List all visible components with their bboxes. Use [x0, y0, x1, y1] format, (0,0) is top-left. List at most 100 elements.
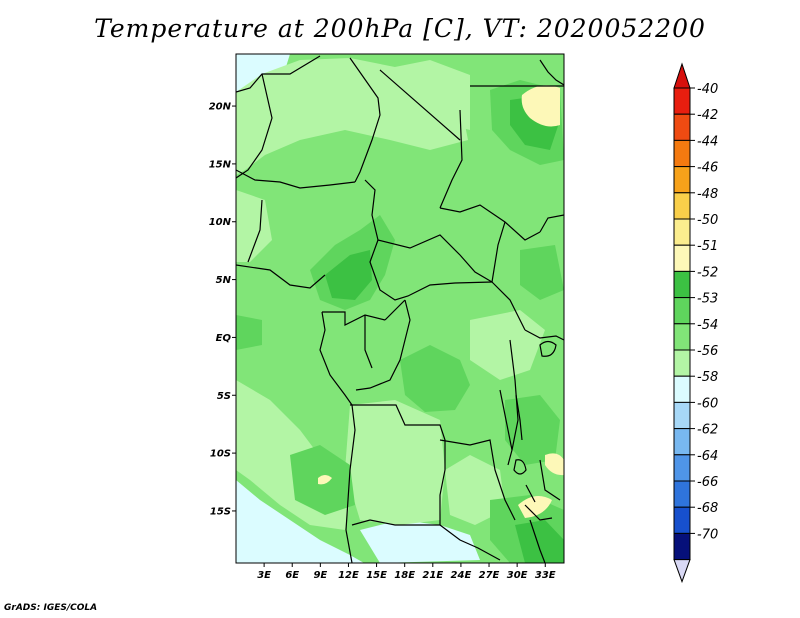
field-darkest-cameroon	[325, 250, 372, 300]
colorbar-label: -56	[697, 344, 718, 359]
colorbar-segment	[673, 506, 691, 534]
border-line	[364, 179, 379, 241]
border-line	[439, 109, 463, 209]
colorbar-segment	[673, 454, 691, 482]
border-line	[247, 199, 263, 263]
colorbar-segment	[673, 218, 691, 246]
border-line	[539, 214, 564, 233]
longitude-axis: 3E 6E 9E 12E 15E 18E 21E 24E 27E 30E 33E	[257, 563, 556, 581]
lat-tick-label: EQ	[216, 333, 232, 344]
colorbar-label: -60	[697, 396, 718, 411]
border-line	[491, 221, 506, 283]
credit-label: GrADS: IGES/COLA	[4, 603, 98, 613]
colorbar-label: -50	[697, 213, 718, 228]
colorbar-label: -44	[697, 134, 718, 149]
field-light-east	[470, 310, 545, 380]
colorbar-segment	[673, 87, 691, 115]
latitude-axis: 20N 15N 10N 5N EQ 5S 10S 15S	[209, 102, 236, 517]
colorbar-segment	[673, 244, 691, 272]
colorbar-segment	[673, 297, 691, 325]
lon-tick-label: 3E	[257, 570, 271, 581]
coastline	[319, 311, 356, 531]
lake-outline	[513, 459, 527, 475]
colorbar-segment	[673, 375, 691, 403]
lon-tick-label: 27E	[479, 570, 500, 581]
lon-tick-label: 12E	[338, 570, 359, 581]
border-line	[236, 169, 356, 189]
field-pale-southwest	[236, 480, 364, 563]
lake-outline	[499, 389, 513, 466]
lat-tick-label: 15S	[210, 506, 231, 517]
chart-title: Temperature at 200hPa [C], VT: 202005220…	[94, 14, 706, 43]
colorbar: -40 -42 -44 -46 -48 -50 -51 -52 -53 -54 -56 -58 -60 -…	[673, 62, 718, 584]
border-line	[524, 329, 564, 341]
border-line	[379, 69, 461, 141]
border-line	[439, 204, 541, 241]
border-line	[529, 519, 546, 563]
colorbar-label: -42	[697, 108, 718, 123]
border-line	[349, 57, 381, 183]
temperature-field	[236, 54, 564, 563]
field-dark-gabon	[236, 315, 262, 350]
colorbar-segment	[673, 166, 691, 194]
colorbar-label: -53	[697, 292, 718, 307]
colorbar-label: -52	[697, 265, 718, 280]
field-light-west	[236, 190, 272, 262]
border-line	[236, 264, 326, 289]
colorbar-segment	[673, 401, 691, 430]
lake-outline	[525, 484, 536, 503]
colorbar-label: -48	[697, 187, 718, 202]
lat-tick-label: 10N	[209, 217, 232, 228]
colorbar-segment	[673, 480, 691, 508]
lat-tick-label: 10S	[210, 449, 231, 460]
colorbar-label: -62	[697, 423, 718, 438]
colorbar-label: -70	[697, 527, 718, 542]
lake-outline	[515, 394, 523, 441]
colorbar-top-arrow	[673, 62, 691, 89]
colorbar-label: -68	[697, 501, 718, 516]
lat-tick-label: 5S	[217, 391, 231, 402]
colorbar-bottom-arrow	[673, 559, 691, 584]
field-warm-spot-b	[545, 453, 564, 476]
colorbar-segment	[673, 113, 691, 141]
border-line	[236, 73, 273, 179]
colorbar-segment	[673, 139, 691, 168]
field-pale-south	[360, 520, 480, 563]
lon-tick-label: 33E	[535, 570, 556, 581]
field-light-angola	[345, 400, 445, 525]
borders	[236, 55, 564, 563]
border-line	[364, 315, 373, 369]
lat-tick-label: 20N	[209, 102, 232, 113]
colorbar-segment	[673, 349, 691, 377]
coastline	[539, 59, 564, 86]
field-darkest-se	[515, 520, 564, 563]
colorbar-segment	[673, 192, 691, 220]
field-warm-spot-c	[318, 475, 332, 485]
map-frame	[235, 53, 565, 564]
border-line	[377, 234, 493, 283]
colorbar-segment	[673, 270, 691, 299]
field-warm-ethiopia	[521, 85, 560, 127]
field-dark-east-2	[520, 245, 564, 300]
border-line	[384, 299, 406, 321]
field-warm-spot-a	[518, 496, 552, 518]
lake-outline	[539, 340, 557, 357]
border-line	[491, 281, 526, 331]
colorbar-label: -40	[697, 82, 718, 97]
colorbar-label: -46	[697, 161, 718, 176]
lat-tick-label: 15N	[209, 159, 232, 170]
colorbar-label: -66	[697, 475, 718, 490]
colorbar-segment	[673, 532, 691, 561]
border-line	[439, 439, 516, 521]
lon-tick-label: 21E	[422, 570, 443, 581]
lon-tick-label: 15E	[366, 570, 387, 581]
border-line	[345, 529, 353, 563]
lon-tick-label: 18E	[394, 570, 415, 581]
border-line	[355, 299, 411, 391]
lon-tick-label: 30E	[507, 570, 528, 581]
colorbar-label: -51	[697, 239, 718, 254]
field-dark-congo	[400, 345, 470, 412]
lon-tick-label: 6E	[285, 570, 299, 581]
border-line	[322, 311, 386, 326]
